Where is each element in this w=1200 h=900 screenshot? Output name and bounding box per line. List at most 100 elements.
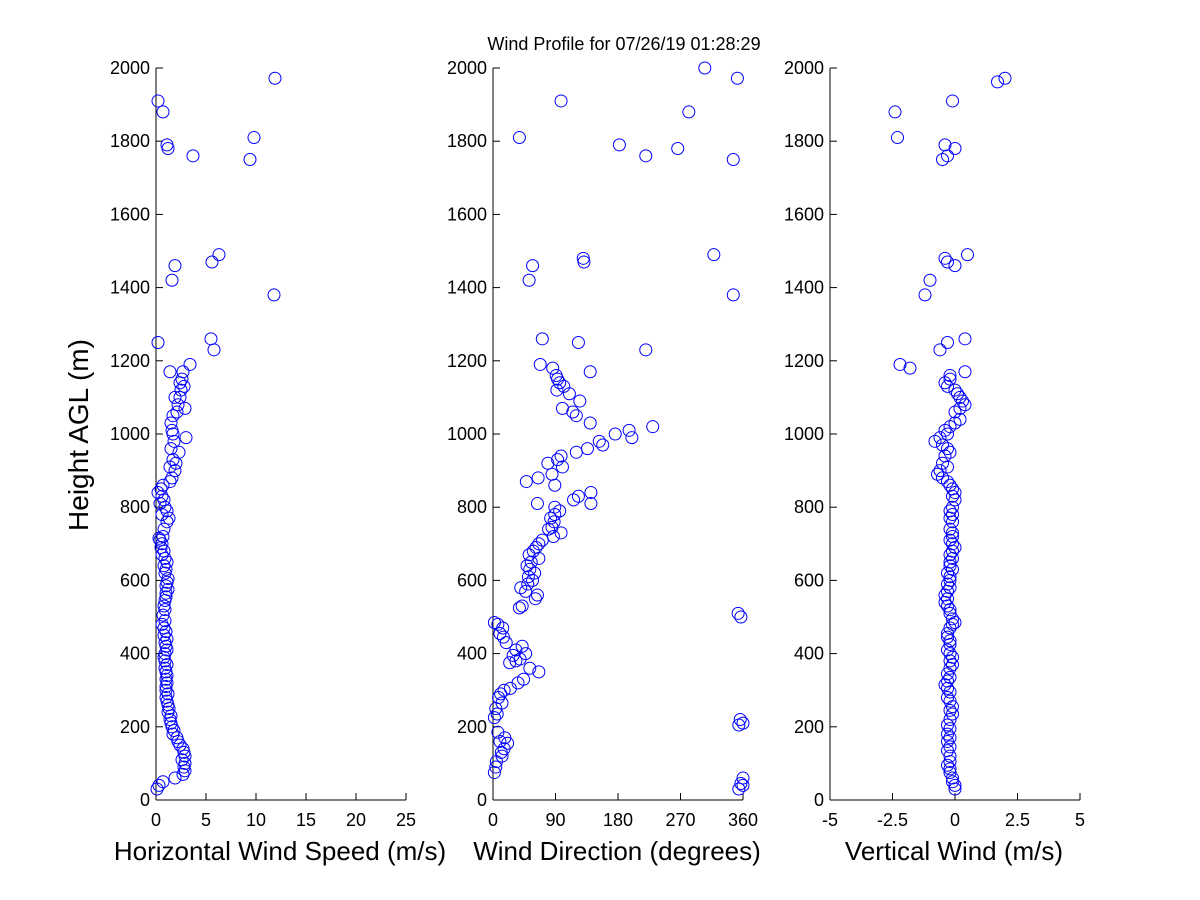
- y-tick-label: 2000: [784, 58, 824, 78]
- y-tick-label: 1400: [784, 278, 824, 298]
- data-point: [178, 401, 192, 415]
- data-point: [528, 592, 542, 606]
- y-tick-label: 0: [477, 790, 487, 810]
- data-point: [521, 570, 535, 584]
- data-point: [548, 478, 562, 492]
- data-point: [938, 678, 952, 692]
- data-point: [571, 489, 585, 503]
- y-tick-label: 1800: [447, 131, 487, 151]
- data-point: [946, 612, 959, 626]
- data-point: [946, 515, 959, 529]
- data-point: [946, 707, 959, 721]
- data-point: [946, 700, 959, 714]
- y-tick-label: 800: [794, 497, 824, 517]
- data-point: [736, 778, 750, 792]
- data-point: [497, 742, 511, 756]
- y-tick-label: 1600: [110, 204, 150, 224]
- horizontal-wind-speed-panel: 0 200 400 600 800 1000 1200 1400 1600 1800 2000 0 5 1…: [110, 58, 446, 866]
- data-point: [943, 570, 957, 584]
- data-point: [943, 504, 957, 518]
- data-point: [161, 142, 175, 156]
- data-point: [941, 584, 954, 598]
- data-point: [943, 511, 957, 525]
- data-point: [946, 658, 959, 672]
- data-point: [166, 409, 180, 423]
- x-tick-label: 15: [296, 810, 316, 830]
- data-point: [158, 614, 172, 628]
- data-point: [243, 153, 257, 166]
- data-point: [583, 365, 597, 379]
- data-point: [514, 581, 528, 595]
- data-point: [625, 431, 639, 445]
- data-point: [943, 731, 957, 745]
- data-point: [178, 749, 192, 763]
- data-point: [956, 394, 969, 408]
- data-point: [159, 625, 173, 639]
- data-point: [943, 722, 957, 736]
- data-point: [157, 559, 171, 573]
- data-point: [888, 105, 902, 119]
- data-point: [158, 654, 172, 668]
- data-point: [548, 508, 562, 522]
- data-point: [941, 734, 954, 748]
- data-point: [171, 398, 185, 412]
- data-point: [163, 475, 177, 489]
- x-tick-label: 25: [396, 810, 416, 830]
- data-point: [489, 755, 503, 769]
- data-point: [612, 138, 626, 152]
- y-tick-label: 0: [814, 790, 824, 810]
- data-point: [726, 288, 740, 302]
- x-tick-label: 0: [151, 810, 161, 830]
- data-point: [155, 508, 169, 522]
- data-point: [205, 255, 219, 269]
- data-point: [928, 434, 942, 448]
- data-point: [584, 486, 598, 500]
- wind-direction-panel: 0 200 400 600 800 1000 1200 1400 1600 1800 2000 0 90…: [447, 58, 761, 866]
- data-point: [732, 782, 746, 796]
- data-point: [948, 493, 962, 507]
- data-point: [941, 630, 954, 644]
- data-point: [554, 449, 568, 463]
- data-point: [183, 357, 197, 371]
- data-point: [170, 405, 184, 419]
- x-tick-label: -2.5: [877, 810, 908, 830]
- data-point: [156, 608, 170, 622]
- data-point: [493, 734, 507, 748]
- y-tick-label: 0: [140, 790, 150, 810]
- data-point: [156, 105, 170, 119]
- data-point: [550, 383, 564, 397]
- data-point: [583, 416, 597, 430]
- data-point: [941, 427, 954, 441]
- data-point: [555, 401, 569, 415]
- data-point: [531, 471, 545, 485]
- data-point: [946, 526, 959, 540]
- y-tick-label: 400: [120, 644, 150, 664]
- data-point: [943, 559, 957, 573]
- data-point: [171, 734, 185, 748]
- data-point: [730, 71, 744, 85]
- data-point: [941, 566, 954, 580]
- data-point: [946, 489, 959, 503]
- data-point: [726, 153, 740, 166]
- y-tick-label: 1000: [784, 424, 824, 444]
- data-point: [168, 259, 182, 273]
- data-point: [555, 460, 569, 474]
- data-point: [168, 771, 182, 785]
- x-tick-label: 90: [545, 810, 565, 830]
- data-point: [958, 332, 972, 346]
- data-point: [943, 703, 957, 717]
- data-point: [545, 467, 559, 481]
- data-point: [946, 544, 959, 558]
- y-tick-label: 1600: [447, 204, 487, 224]
- y-tick-label: 800: [457, 497, 487, 517]
- x-axis-label: Wind Direction (degrees): [473, 836, 761, 866]
- data-point: [946, 500, 959, 514]
- data-point: [943, 548, 957, 562]
- data-point: [941, 758, 954, 772]
- data-point: [953, 390, 967, 404]
- data-point: [528, 566, 542, 580]
- data-point: [546, 361, 560, 375]
- data-point: [943, 685, 957, 699]
- data-point: [521, 577, 535, 591]
